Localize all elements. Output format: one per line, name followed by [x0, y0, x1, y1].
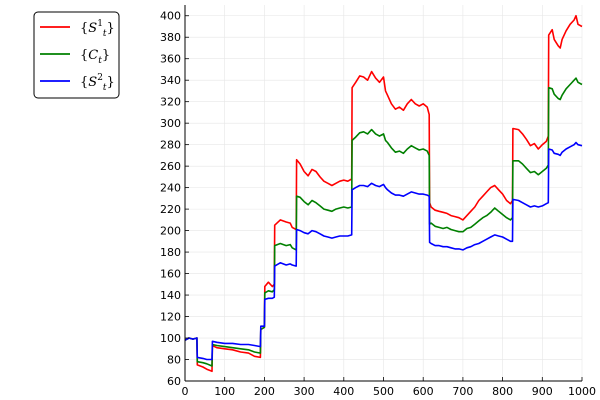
- axes: 0 100 200 300 400 500 600 700 800 900 1000 60 80 100 1…: [160, 5, 596, 398]
- y-tick-label: 200: [160, 225, 181, 238]
- y-tick-label: 180: [160, 246, 181, 259]
- y-tick-label: 260: [160, 160, 181, 173]
- y-tick-label: 140: [160, 289, 181, 302]
- x-tick-label: 700: [452, 385, 473, 398]
- legend-label-3: {S2t}: [80, 73, 115, 93]
- y-tick-label: 240: [160, 182, 181, 195]
- x-tick-label: 600: [413, 385, 434, 398]
- y-tick-label: 280: [160, 139, 181, 152]
- series-group: [184, 14, 583, 373]
- x-tick-label: 400: [333, 385, 354, 398]
- x-tick-label: 900: [532, 385, 553, 398]
- y-tick-label: 300: [160, 117, 181, 130]
- y-tick-label: 340: [160, 74, 181, 87]
- y-tick-label: 220: [160, 203, 181, 216]
- y-tick-label: 400: [160, 10, 181, 23]
- y-tick-label: 160: [160, 268, 181, 281]
- y-tick-label: 120: [160, 311, 181, 324]
- legend-label-2: {Ct}: [80, 48, 110, 66]
- y-tick-label: 80: [167, 354, 181, 367]
- y-tick-label: 360: [160, 53, 181, 66]
- grid: [184, 5, 583, 382]
- y-tick-label: 60: [167, 375, 181, 388]
- legend: {S1t} {Ct} {S2t}: [33, 11, 120, 99]
- legend-label-1: {S1t}: [80, 19, 115, 39]
- x-tick-label: 1000: [568, 385, 596, 398]
- y-tick-label: 320: [160, 96, 181, 109]
- x-tick-label: 300: [294, 385, 315, 398]
- x-tick-label: 800: [492, 385, 513, 398]
- y-tick-label: 380: [160, 31, 181, 44]
- series-line-3: [184, 141, 583, 361]
- x-tick-label: 100: [214, 385, 235, 398]
- x-tick-label: 0: [182, 385, 189, 398]
- x-tick-label: 500: [373, 385, 394, 398]
- x-tick-label: 200: [254, 385, 275, 398]
- series-line-1: [184, 14, 583, 373]
- legend-box: [33, 11, 120, 99]
- y-tick-label: 100: [160, 332, 181, 345]
- series-line-2: [184, 77, 583, 367]
